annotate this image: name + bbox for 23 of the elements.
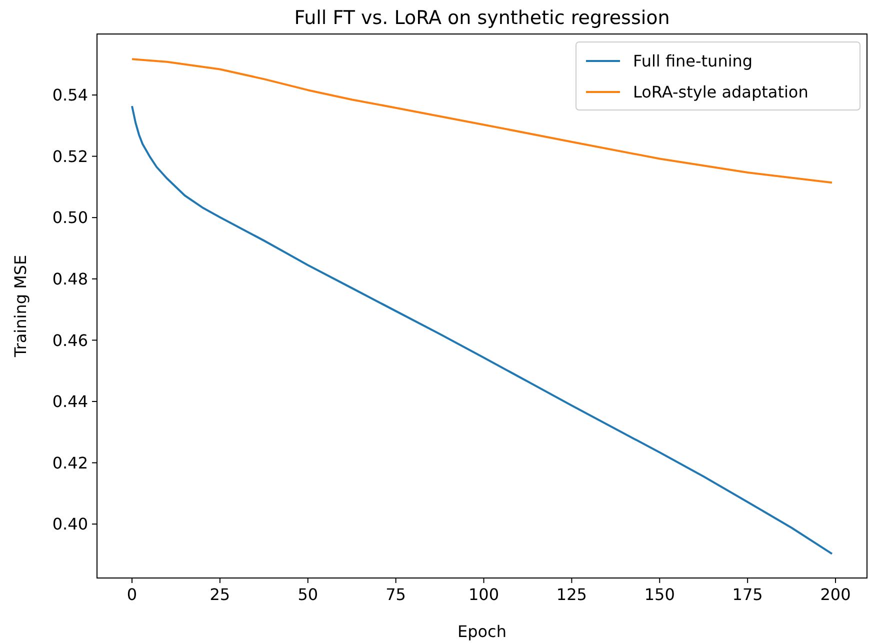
y-tick-label: 0.52 (52, 146, 88, 166)
x-tick-label: 200 (820, 585, 851, 604)
y-tick-label: 0.42 (52, 453, 88, 472)
x-tick-label: 125 (556, 585, 587, 604)
x-axis-title: Epoch (458, 622, 506, 641)
x-tick-label: 100 (468, 585, 500, 604)
legend-label: LoRA-style adaptation (633, 82, 808, 102)
line-series (131, 105, 833, 555)
x-tick-label: 175 (732, 585, 763, 604)
y-tick-label: 0.40 (52, 514, 88, 534)
y-tick-label: 0.48 (52, 269, 88, 288)
chart-title: Full FT vs. LoRA on synthetic regression (294, 7, 670, 29)
x-tick-label: 0 (126, 585, 138, 604)
y-tick-label: 0.54 (52, 86, 88, 105)
x-tick-label: 50 (298, 585, 318, 604)
x-tick-label: 75 (386, 585, 406, 604)
legend-label: Full fine-tuning (633, 52, 753, 71)
y-tick-label: 0.46 (52, 330, 88, 350)
y-tick-label: 0.50 (52, 208, 88, 228)
y-tick-label: 0.44 (52, 392, 88, 412)
x-tick-label: 25 (210, 585, 230, 604)
y-axis-title: Training MSE (11, 254, 30, 358)
x-tick-label: 150 (644, 585, 675, 604)
